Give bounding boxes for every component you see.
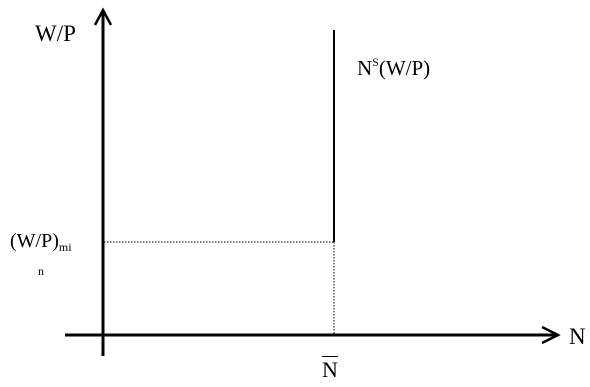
overbar — [322, 356, 338, 357]
min-wage-label: (W/P)mi — [10, 231, 72, 253]
min-wage-label-main: (W/P) — [10, 230, 59, 252]
labor-level-label: N — [322, 356, 338, 382]
y-axis-arrowhead — [93, 7, 113, 26]
x-axis-label: N — [569, 324, 586, 349]
y-axis-label: W/P — [35, 21, 76, 46]
min-wage-label-subscript: mi — [58, 240, 72, 254]
supply-curve-label: NS(W/P) — [357, 56, 430, 79]
supply-curve-label-main: N — [357, 56, 373, 80]
x-axis-arrowhead — [541, 325, 561, 345]
min-wage-label-wrapped: n — [38, 264, 44, 278]
supply-curve-label-suffix: (W/P) — [378, 56, 431, 80]
labor-level-label-text: N — [322, 357, 338, 382]
supply-curve-label-superscript: S — [372, 55, 379, 69]
